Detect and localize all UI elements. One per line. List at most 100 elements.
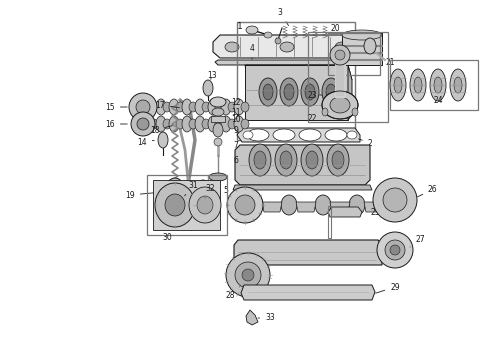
Ellipse shape [158, 132, 168, 148]
Ellipse shape [235, 262, 261, 288]
Ellipse shape [241, 102, 249, 112]
Ellipse shape [430, 69, 446, 101]
Ellipse shape [390, 245, 400, 255]
Ellipse shape [305, 84, 315, 100]
Polygon shape [153, 180, 220, 230]
Ellipse shape [454, 77, 462, 93]
Polygon shape [215, 60, 362, 65]
Text: 25: 25 [370, 207, 380, 216]
Text: 30: 30 [162, 234, 172, 243]
Bar [390, 60, 478, 110]
Ellipse shape [131, 112, 155, 136]
Ellipse shape [215, 119, 223, 129]
Ellipse shape [349, 195, 365, 215]
Ellipse shape [163, 119, 171, 129]
Ellipse shape [150, 119, 158, 129]
Polygon shape [245, 65, 352, 80]
Ellipse shape [195, 99, 205, 115]
Ellipse shape [247, 195, 263, 215]
Text: 18: 18 [150, 126, 172, 135]
Ellipse shape [414, 77, 422, 93]
Ellipse shape [385, 240, 405, 260]
Text: 26: 26 [417, 185, 438, 197]
Ellipse shape [264, 32, 272, 38]
Ellipse shape [189, 187, 221, 223]
Ellipse shape [315, 195, 331, 215]
Text: 32: 32 [205, 184, 215, 198]
Polygon shape [296, 202, 316, 212]
Text: 24: 24 [433, 95, 443, 104]
Ellipse shape [263, 84, 273, 100]
Ellipse shape [208, 99, 218, 115]
Ellipse shape [327, 144, 349, 176]
Ellipse shape [182, 99, 192, 115]
Ellipse shape [273, 129, 295, 141]
Ellipse shape [243, 131, 253, 139]
Ellipse shape [215, 102, 223, 112]
Ellipse shape [259, 78, 277, 106]
Ellipse shape [143, 116, 153, 132]
Polygon shape [262, 202, 282, 212]
Bar [342, 33, 382, 65]
Bar [308, 32, 388, 122]
Text: 21: 21 [385, 58, 395, 67]
Ellipse shape [246, 26, 258, 34]
Polygon shape [235, 145, 370, 185]
Ellipse shape [410, 69, 426, 101]
Ellipse shape [214, 138, 222, 146]
Polygon shape [364, 202, 384, 212]
Ellipse shape [202, 119, 210, 129]
Ellipse shape [249, 144, 271, 176]
Ellipse shape [247, 129, 269, 141]
Ellipse shape [137, 118, 149, 130]
Polygon shape [237, 128, 360, 142]
Ellipse shape [242, 269, 254, 281]
Ellipse shape [347, 131, 357, 139]
Polygon shape [328, 207, 362, 217]
Ellipse shape [163, 102, 171, 112]
Ellipse shape [234, 116, 244, 132]
Text: 2: 2 [359, 139, 372, 148]
Ellipse shape [332, 151, 344, 169]
Ellipse shape [280, 42, 294, 52]
Text: 13: 13 [207, 71, 217, 80]
Text: 16: 16 [105, 120, 127, 129]
Ellipse shape [434, 77, 442, 93]
Text: 1: 1 [237, 22, 243, 31]
Ellipse shape [390, 69, 406, 101]
Ellipse shape [322, 108, 328, 116]
Text: 4: 4 [249, 44, 254, 59]
Ellipse shape [208, 116, 218, 132]
Ellipse shape [254, 151, 266, 169]
Text: 28: 28 [225, 287, 240, 300]
Ellipse shape [176, 102, 184, 112]
Text: 17: 17 [155, 100, 179, 109]
Text: 11: 11 [231, 108, 241, 117]
Ellipse shape [189, 119, 197, 129]
Polygon shape [241, 285, 375, 300]
Ellipse shape [322, 78, 340, 106]
Ellipse shape [330, 45, 350, 65]
Polygon shape [213, 35, 362, 58]
Ellipse shape [335, 42, 349, 52]
Ellipse shape [226, 253, 270, 297]
Ellipse shape [225, 42, 239, 52]
Text: 20: 20 [330, 23, 340, 32]
Ellipse shape [383, 195, 399, 215]
Ellipse shape [194, 180, 212, 204]
Ellipse shape [234, 99, 244, 115]
Ellipse shape [165, 194, 185, 216]
Ellipse shape [169, 116, 179, 132]
Ellipse shape [129, 93, 157, 121]
Text: 15: 15 [105, 103, 127, 112]
Ellipse shape [325, 129, 347, 141]
Ellipse shape [301, 144, 323, 176]
Ellipse shape [275, 38, 281, 44]
Ellipse shape [275, 144, 297, 176]
Ellipse shape [228, 102, 236, 112]
Ellipse shape [450, 69, 466, 101]
Ellipse shape [301, 78, 319, 106]
Ellipse shape [326, 84, 336, 100]
Ellipse shape [150, 102, 158, 112]
Ellipse shape [221, 116, 231, 132]
